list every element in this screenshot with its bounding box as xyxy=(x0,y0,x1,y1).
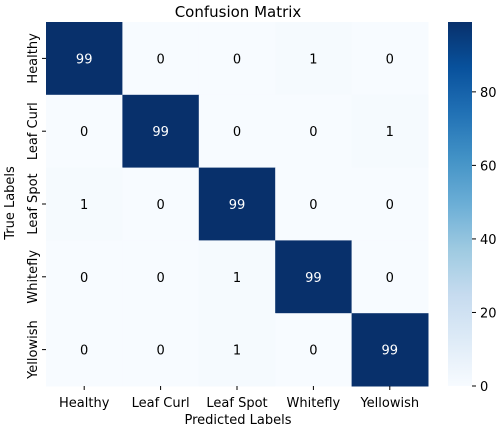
heatmap-cell xyxy=(275,167,353,241)
cell-value-label: 0 xyxy=(156,271,164,286)
colorbar-tick-label: 80 xyxy=(480,86,497,101)
colorbar xyxy=(448,22,472,386)
heatmap-cell xyxy=(46,22,123,96)
heatmap-cell xyxy=(122,167,200,241)
heatmap-cell xyxy=(122,22,200,96)
heatmap-cell xyxy=(46,94,123,169)
y-tick-labels: Healthy Leaf Curl Leaf Spot Whitefly Yellowi… xyxy=(26,33,46,380)
heatmap-cells: 99 0 0 1 0 0 99 0 0 1 1 0 99 0 0 0 0 1 99 0 0 0 1 0 99 xyxy=(46,22,429,387)
heatmap-cell xyxy=(275,240,353,314)
heatmap-cell xyxy=(122,240,200,314)
cell-value-label: 0 xyxy=(309,198,317,213)
heatmap-cell xyxy=(275,22,353,96)
cell-value-label: 99 xyxy=(305,271,322,286)
x-tick-label: Leaf Spot xyxy=(206,396,267,411)
cell-value-label: 0 xyxy=(309,125,317,140)
cell-value-label: 0 xyxy=(156,344,164,359)
cell-value-label: 0 xyxy=(156,198,164,213)
heatmap-cell xyxy=(122,94,200,169)
cell-value-label: 99 xyxy=(382,344,399,359)
heatmap-cell xyxy=(198,313,276,387)
colorbar-tick-label: 40 xyxy=(480,233,497,248)
cell-value-label: 0 xyxy=(156,52,164,67)
y-axis-label: True Labels xyxy=(3,166,18,241)
x-tick-label: Leaf Curl xyxy=(132,396,190,411)
cell-value-label: 1 xyxy=(309,52,317,67)
heatmap-cell xyxy=(351,94,429,169)
cell-value-label: 0 xyxy=(386,52,394,67)
y-tick-label: Yellowish xyxy=(26,320,41,380)
cell-value-label: 0 xyxy=(386,271,394,286)
cell-value-label: 99 xyxy=(76,52,93,67)
y-tick-label: Leaf Curl xyxy=(26,102,41,160)
x-tick-labels: Healthy Leaf Curl Leaf Spot Whitefly Yellowi… xyxy=(59,386,419,411)
cell-value-label: 1 xyxy=(386,125,394,140)
heatmap-cell xyxy=(275,94,353,169)
cell-value-label: 0 xyxy=(233,125,241,140)
chart-title: Confusion Matrix xyxy=(175,3,302,21)
cell-value-label: 0 xyxy=(386,198,394,213)
y-tick-label: Leaf Spot xyxy=(26,173,41,234)
heatmap-cell xyxy=(351,240,429,314)
cell-value-label: 99 xyxy=(152,125,169,140)
cell-value-label: 1 xyxy=(80,198,88,213)
heatmap-cell xyxy=(351,313,429,387)
heatmap-cell xyxy=(198,22,276,96)
cell-value-label: 0 xyxy=(80,344,88,359)
heatmap-cell xyxy=(351,167,429,241)
heatmap-cell xyxy=(46,167,123,241)
y-tick-label: Healthy xyxy=(26,33,41,84)
cell-value-label: 99 xyxy=(229,198,246,213)
heatmap-cell xyxy=(275,313,353,387)
x-tick-label: Yellowish xyxy=(359,396,419,411)
cell-value-label: 0 xyxy=(309,344,317,359)
heatmap-cell xyxy=(46,240,123,314)
cell-value-label: 0 xyxy=(80,271,88,286)
colorbar-ticks: 0 20 40 60 80 xyxy=(472,86,497,395)
heatmap-cell xyxy=(198,94,276,169)
colorbar-tick-label: 0 xyxy=(480,380,488,395)
heatmap-cell xyxy=(198,240,276,314)
cell-value-label: 1 xyxy=(233,344,241,359)
cell-value-label: 0 xyxy=(80,125,88,140)
x-tick-label: Healthy xyxy=(59,396,110,411)
heatmap-cell xyxy=(198,167,276,241)
heatmap-cell xyxy=(46,313,123,387)
colorbar-tick-label: 20 xyxy=(480,306,497,321)
x-axis-label: Predicted Labels xyxy=(184,413,291,428)
y-tick-label: Whitefly xyxy=(26,250,41,304)
heatmap-cell xyxy=(122,313,200,387)
colorbar-tick-label: 60 xyxy=(480,159,497,174)
heatmap-cell xyxy=(351,22,429,96)
cell-value-label: 1 xyxy=(233,271,241,286)
x-tick-label: Whitefly xyxy=(287,396,341,411)
cell-value-label: 0 xyxy=(233,52,241,67)
